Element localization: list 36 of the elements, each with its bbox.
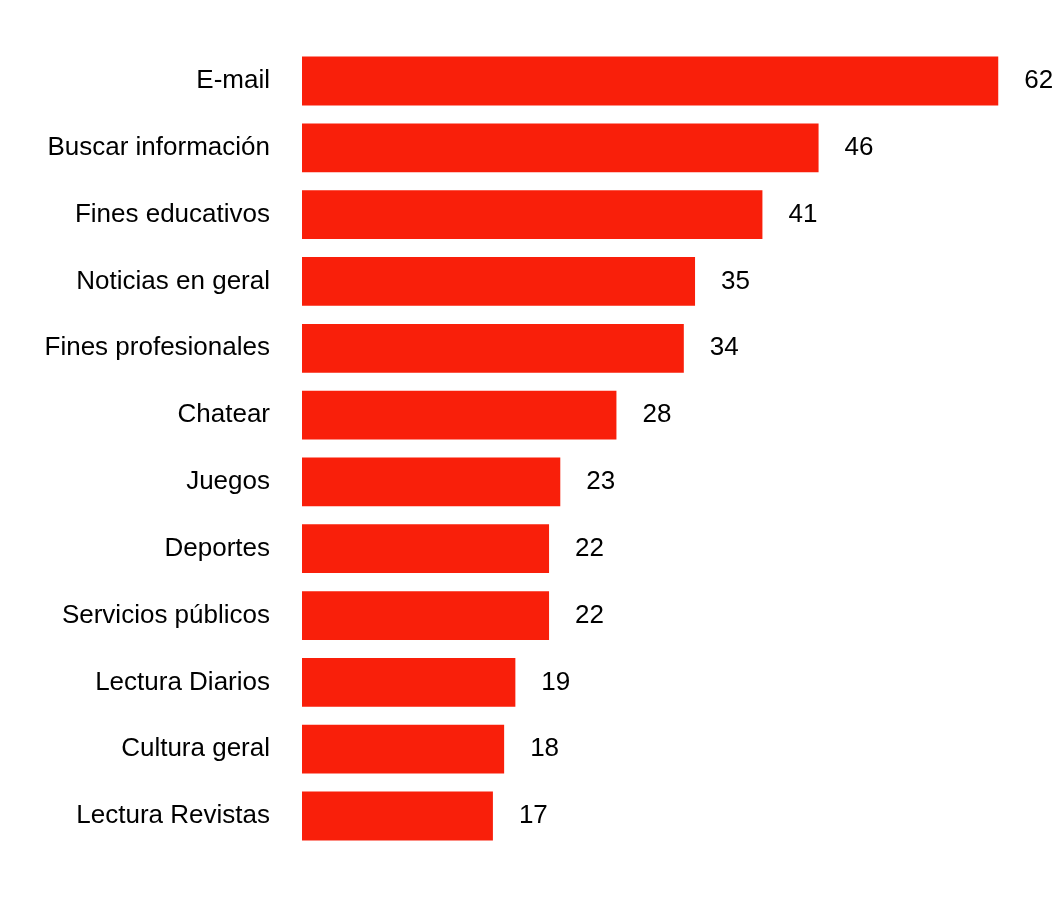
data-label: 46 <box>844 131 874 161</box>
bar <box>302 257 696 306</box>
y-tick-label: Servicios públicos <box>61 598 270 629</box>
bar <box>302 657 516 707</box>
y-tick-label: Buscar información <box>47 131 270 161</box>
data-label: 18 <box>530 732 560 763</box>
data-label: 23 <box>586 465 616 496</box>
bar <box>302 791 493 841</box>
y-tick-label: Chatear <box>177 398 271 429</box>
bar <box>302 390 617 440</box>
bar <box>302 724 505 774</box>
data-label: 35 <box>721 264 750 295</box>
data-label: 41 <box>788 197 818 228</box>
y-tick-label: Cultura geral <box>121 732 270 763</box>
bar <box>302 56 999 106</box>
data-label: 19 <box>541 665 571 696</box>
y-tick-label: Lectura Revistas <box>76 799 270 830</box>
y-tick-label: Fines profesionales <box>44 331 270 362</box>
y-tick-label: Noticias en geral <box>76 264 270 295</box>
bar <box>302 524 550 574</box>
data-label: 62 <box>1024 64 1054 95</box>
bar <box>302 323 684 373</box>
data-label: 28 <box>642 398 672 429</box>
data-label: 34 <box>709 331 739 362</box>
y-tick-label: Deportes <box>164 531 270 562</box>
bar <box>302 190 763 240</box>
data-label: 22 <box>575 598 604 629</box>
y-tick-label: Fines educativos <box>74 197 270 228</box>
bar <box>302 123 819 173</box>
bar <box>302 591 550 640</box>
data-label: 17 <box>518 799 548 830</box>
y-tick-label: E-mail <box>196 64 270 95</box>
y-tick-label: Lectura Diarios <box>95 665 270 696</box>
data-label: 22 <box>575 531 604 562</box>
bar <box>302 457 561 507</box>
y-tick-label: Juegos <box>186 465 270 496</box>
